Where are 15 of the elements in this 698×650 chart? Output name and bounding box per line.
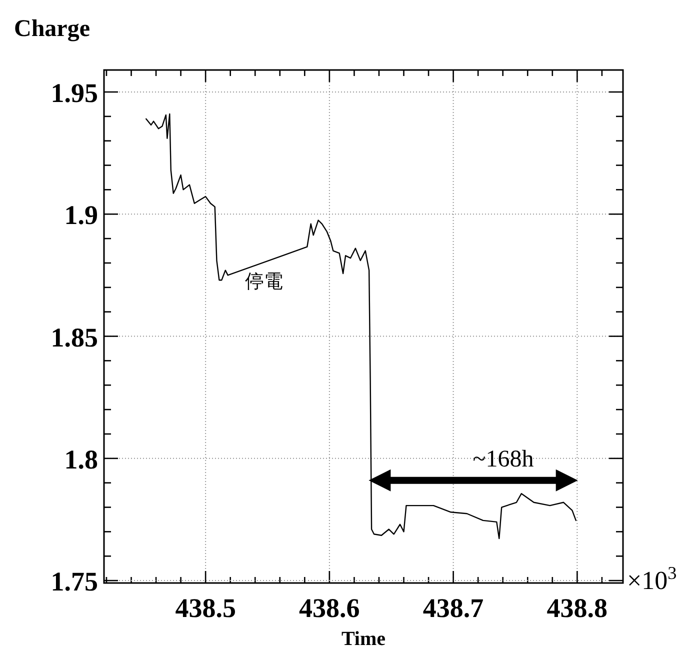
x-axis-title: Time	[341, 628, 386, 650]
y-tick-label: 1.95	[50, 78, 98, 108]
text: ×10$^{3}$	[627, 563, 677, 595]
y-tick-label: 1.9	[64, 200, 98, 230]
x-tick-label: 438.7	[422, 593, 484, 623]
y-tick-label: 1.8	[64, 444, 98, 474]
annotation: ~168h	[472, 446, 534, 472]
x-tick-label: 438.5	[175, 593, 236, 623]
annotation: 停電	[244, 270, 283, 292]
y-axis-title: Charge	[14, 16, 90, 42]
x-tick-label: 438.6	[299, 593, 360, 623]
x-tick-label: 438.8	[546, 593, 608, 623]
y-tick-label: 1.85	[50, 322, 98, 352]
y-tick-label: 1.75	[50, 566, 98, 597]
line-series	[146, 113, 577, 540]
